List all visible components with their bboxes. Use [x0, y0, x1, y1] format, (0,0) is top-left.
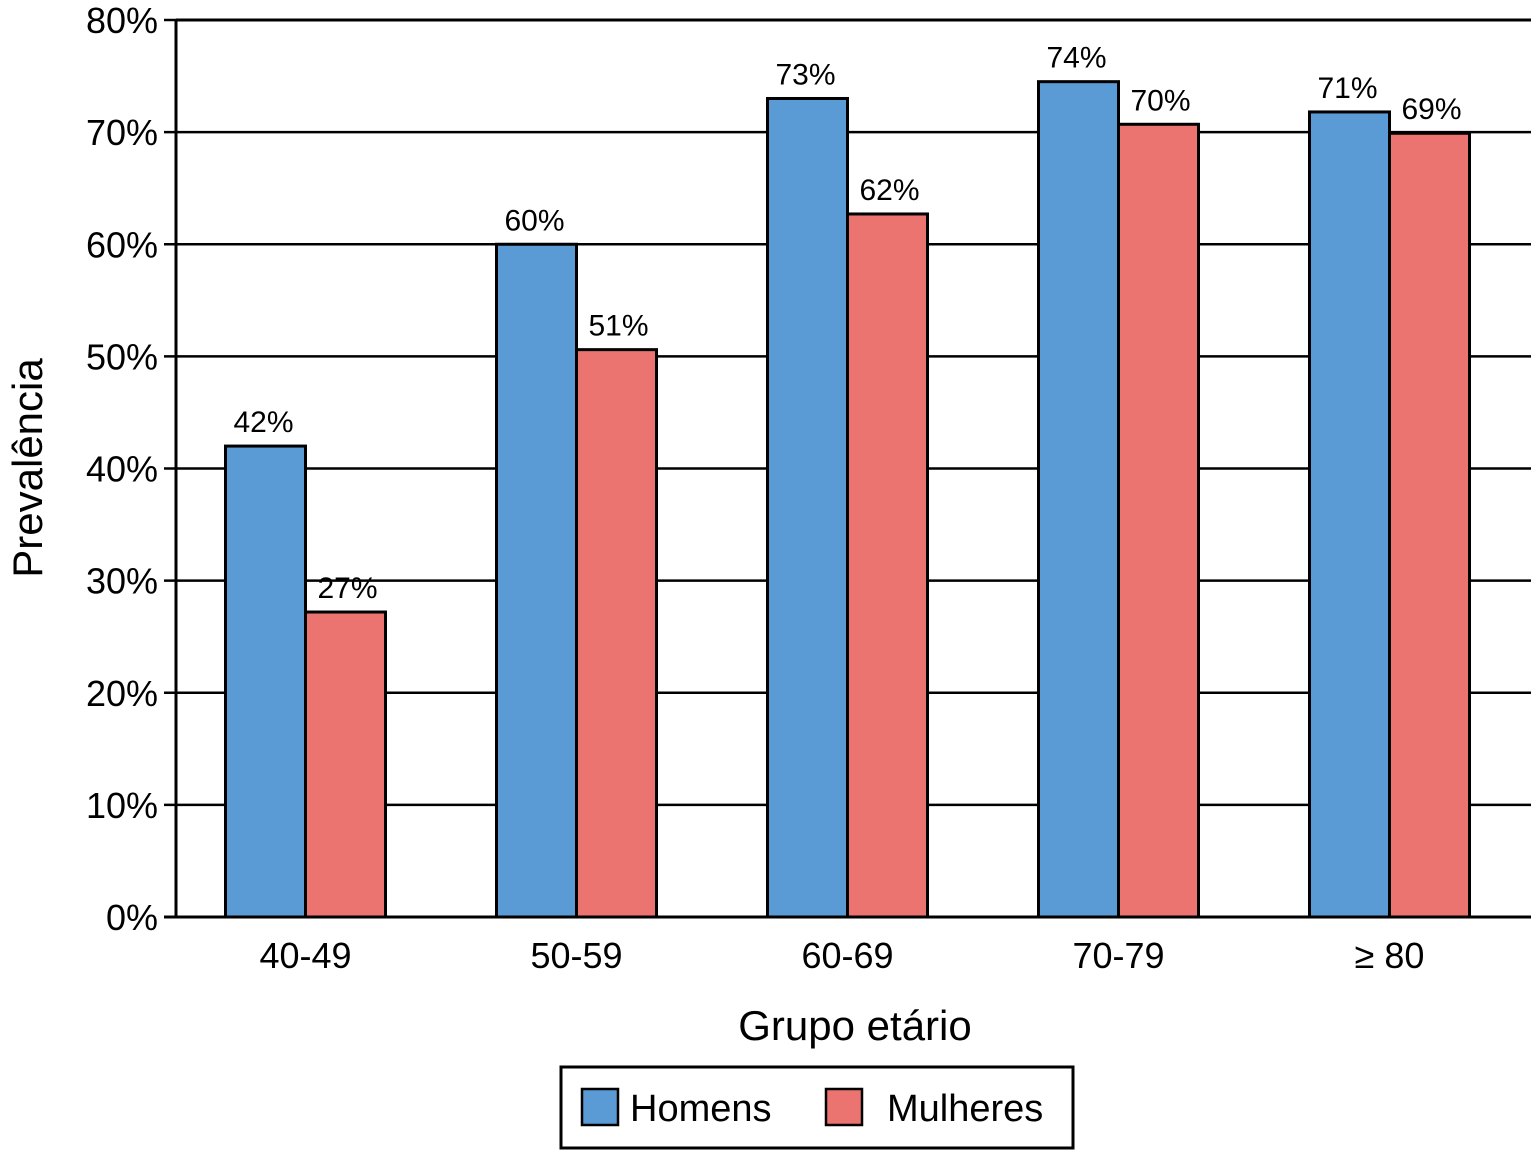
data-label-homens-70-79: 74% [1046, 42, 1106, 75]
bar-homens-50-59 [495, 242, 578, 919]
data-label-homens-80: 71% [1317, 72, 1377, 105]
y-tick-label: 70% [86, 112, 158, 153]
bar-mulheres-40-49 [304, 610, 387, 919]
legend-box [559, 1065, 1075, 1150]
y-axis-title: Prevalência [4, 358, 51, 578]
y-tick-label: 0% [106, 897, 158, 938]
data-label-mulheres-60-69: 62% [859, 174, 919, 207]
legend: Homens Mulheres [559, 1065, 1075, 1150]
y-tick-label: 20% [86, 673, 158, 714]
bar-mulheres-80 [1388, 131, 1471, 919]
x-tick-label: ≥ 80 [1355, 935, 1425, 976]
data-label-mulheres-70-79: 70% [1130, 84, 1190, 117]
data-label-mulheres-80: 69% [1401, 93, 1461, 126]
data-label-mulheres-40-49: 27% [317, 572, 377, 605]
bar-mulheres-60-69 [846, 212, 929, 919]
data-label-homens-50-59: 60% [504, 204, 564, 237]
bar-homens-70-79 [1037, 80, 1120, 919]
y-tick-label: 30% [86, 561, 158, 602]
y-tick-label: 60% [86, 224, 158, 265]
bars-layer [224, 80, 1471, 919]
bar-homens-40-49 [224, 444, 307, 919]
data-label-homens-60-69: 73% [775, 58, 835, 91]
y-tick-label: 50% [86, 336, 158, 377]
bar-mulheres-70-79 [1117, 122, 1200, 919]
y-tick-label: 80% [86, 0, 158, 41]
data-label-mulheres-50-59: 51% [588, 310, 648, 343]
plot-frame [164, 18, 1531, 919]
x-tick-label: 40-49 [259, 935, 351, 976]
legend-label-mulheres: Mulheres [887, 1088, 1043, 1130]
bar-homens-60-69 [766, 96, 849, 919]
legend-swatch-mulheres [824, 1087, 864, 1127]
y-tick-label: 10% [86, 785, 158, 826]
x-tick-label: 60-69 [801, 935, 893, 976]
x-tick-label: 70-79 [1072, 935, 1164, 976]
bar-homens-80 [1308, 110, 1391, 919]
y-tick-label: 40% [86, 449, 158, 490]
legend-label-homens: Homens [630, 1088, 772, 1130]
labels-layer: 0% 10% 20% 30% 40% 50% 60% 70% 80% 42% 27% 40-49 60%… [86, 0, 1462, 976]
legend-swatch-homens [580, 1087, 620, 1127]
bar-mulheres-50-59 [575, 348, 658, 919]
x-tick-label: 50-59 [530, 935, 622, 976]
x-axis-title: Grupo etário [738, 1002, 971, 1049]
data-label-homens-40-49: 42% [233, 406, 293, 439]
